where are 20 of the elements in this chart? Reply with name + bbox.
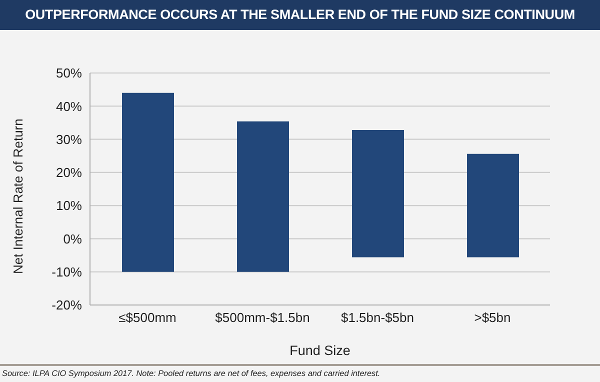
- y-tick-label: -20%: [52, 298, 82, 313]
- y-tick-label: 40%: [56, 98, 82, 114]
- bar: [122, 92, 174, 272]
- x-tick-label: >$5bn: [474, 310, 511, 326]
- source-note: Source: ILPA CIO Symposium 2017. Note: Pooled returns are net of fees, expenses and carried interest.: [2, 369, 380, 378]
- y-tick-label: 20%: [56, 165, 82, 180]
- y-tick-label: 0%: [63, 231, 82, 246]
- chart-title: OUTPERFORMANCE OCCURS AT THE SMALLER END OF THE FUND SIZE CONTINUUM: [0, 0, 600, 30]
- bar: [237, 121, 289, 272]
- x-tick-label: ≤$500mm: [118, 310, 176, 326]
- x-tick-label: $1.5bn-$5bn: [340, 310, 414, 326]
- y-tick-label: 50%: [56, 66, 82, 81]
- y-tick-label: 10%: [56, 198, 82, 214]
- y-axis-title: Net Internal Rate of Return: [10, 118, 26, 274]
- x-tick-label: $500mm-$1.5bn: [215, 310, 310, 326]
- y-tick-label: 30%: [56, 132, 82, 147]
- bar: [352, 130, 404, 258]
- x-axis-title: Fund Size: [290, 343, 350, 358]
- y-tick-label: -10%: [52, 264, 82, 280]
- bar: [467, 154, 519, 258]
